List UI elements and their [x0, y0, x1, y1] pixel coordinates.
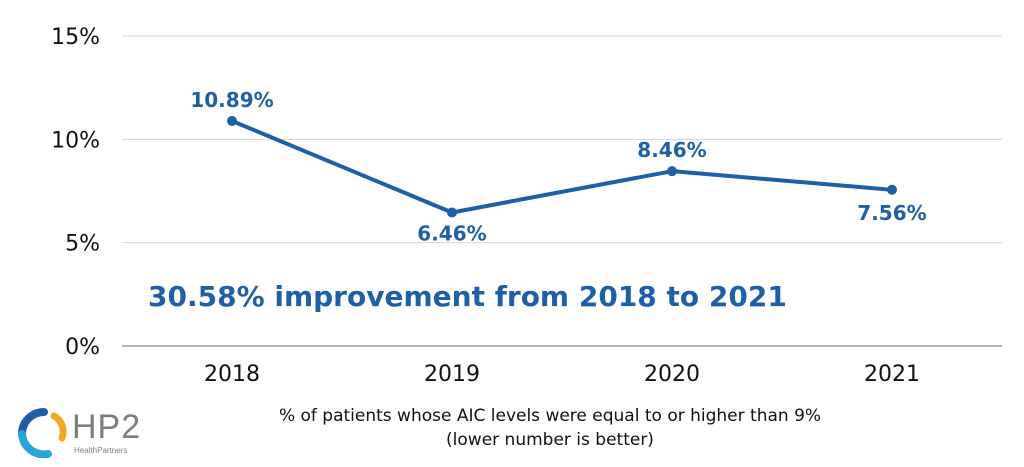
data-label: 8.46% — [637, 138, 706, 162]
data-label: 7.56% — [857, 201, 926, 225]
series-line-group: 10.89% 6.46% 8.46% 7.56% — [190, 88, 926, 246]
y-tick-label: 10% — [51, 128, 100, 153]
line-chart: 0% 5% 10% 15% 2018 2019 2020 2021 10.89% 6.46% 8… — [51, 25, 1002, 387]
caption-line-1: % of patients whose AIC levels were equa… — [278, 406, 822, 426]
y-axis-ticks: 0% 5% 10% 15% — [51, 25, 100, 360]
x-axis-ticks: 2018 2019 2020 2021 — [204, 362, 920, 387]
data-point — [667, 166, 677, 177]
x-tick-label: 2021 — [864, 362, 920, 387]
y-tick-label: 5% — [65, 232, 100, 257]
logo-text: HP2 — [72, 408, 142, 446]
data-label: 10.89% — [190, 88, 273, 112]
gridlines — [122, 35, 1002, 347]
improvement-annotation: 30.58% improvement from 2018 to 2021 — [148, 280, 787, 313]
y-tick-label: 0% — [65, 335, 100, 360]
hp2-logo-icon — [18, 408, 67, 458]
y-tick-label: 15% — [51, 25, 100, 50]
x-tick-label: 2019 — [424, 362, 480, 387]
series-line — [231, 119, 893, 215]
x-tick-label: 2018 — [204, 362, 260, 387]
data-point — [447, 207, 457, 218]
chart-footer: HP2 HealthPartners % of patients whose A… — [0, 400, 1024, 467]
data-point — [227, 115, 237, 126]
data-point — [887, 184, 897, 195]
caption-line-2: (lower number is better) — [446, 430, 654, 450]
x-tick-label: 2020 — [644, 362, 700, 387]
logo-subtext: HealthPartners — [74, 446, 128, 455]
data-label: 6.46% — [417, 221, 486, 245]
hp2-logo: HP2 HealthPartners — [14, 408, 174, 458]
